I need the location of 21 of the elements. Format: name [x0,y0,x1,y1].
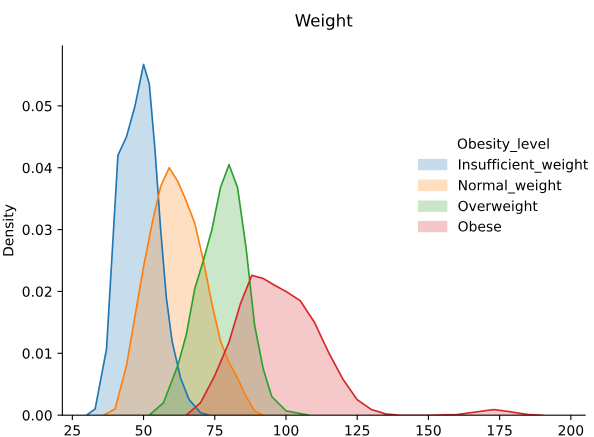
chart-title: Weight [295,14,352,30]
x-tick-label: 175 [488,425,512,436]
x-tick-label: 100 [274,425,298,436]
y-tick-label: 0.05 [22,100,52,112]
y-tick-label: 0.02 [22,286,52,297]
legend-label: Overweight [458,200,538,214]
legend-label: Normal_weight [459,180,562,194]
x-tick-label: 150 [416,425,441,436]
legend-label: Obese [458,220,501,232]
y-tick-label: 0.03 [22,224,52,236]
x-tick-label: 75 [207,425,222,436]
x-tick-label: 25 [64,425,80,436]
x-tick-label: 125 [345,425,370,436]
y-axis-title: Density [2,204,16,256]
y-tick-label: 0.00 [22,410,52,421]
legend-title: Obesity_level [458,138,549,152]
y-tick-label: 0.01 [22,348,52,359]
legend-label: Insufficient_weight [459,158,588,173]
y-tick-label: 0.04 [22,162,52,174]
x-tick-label: 200 [558,425,584,436]
x-tick-label: 50 [136,425,152,436]
